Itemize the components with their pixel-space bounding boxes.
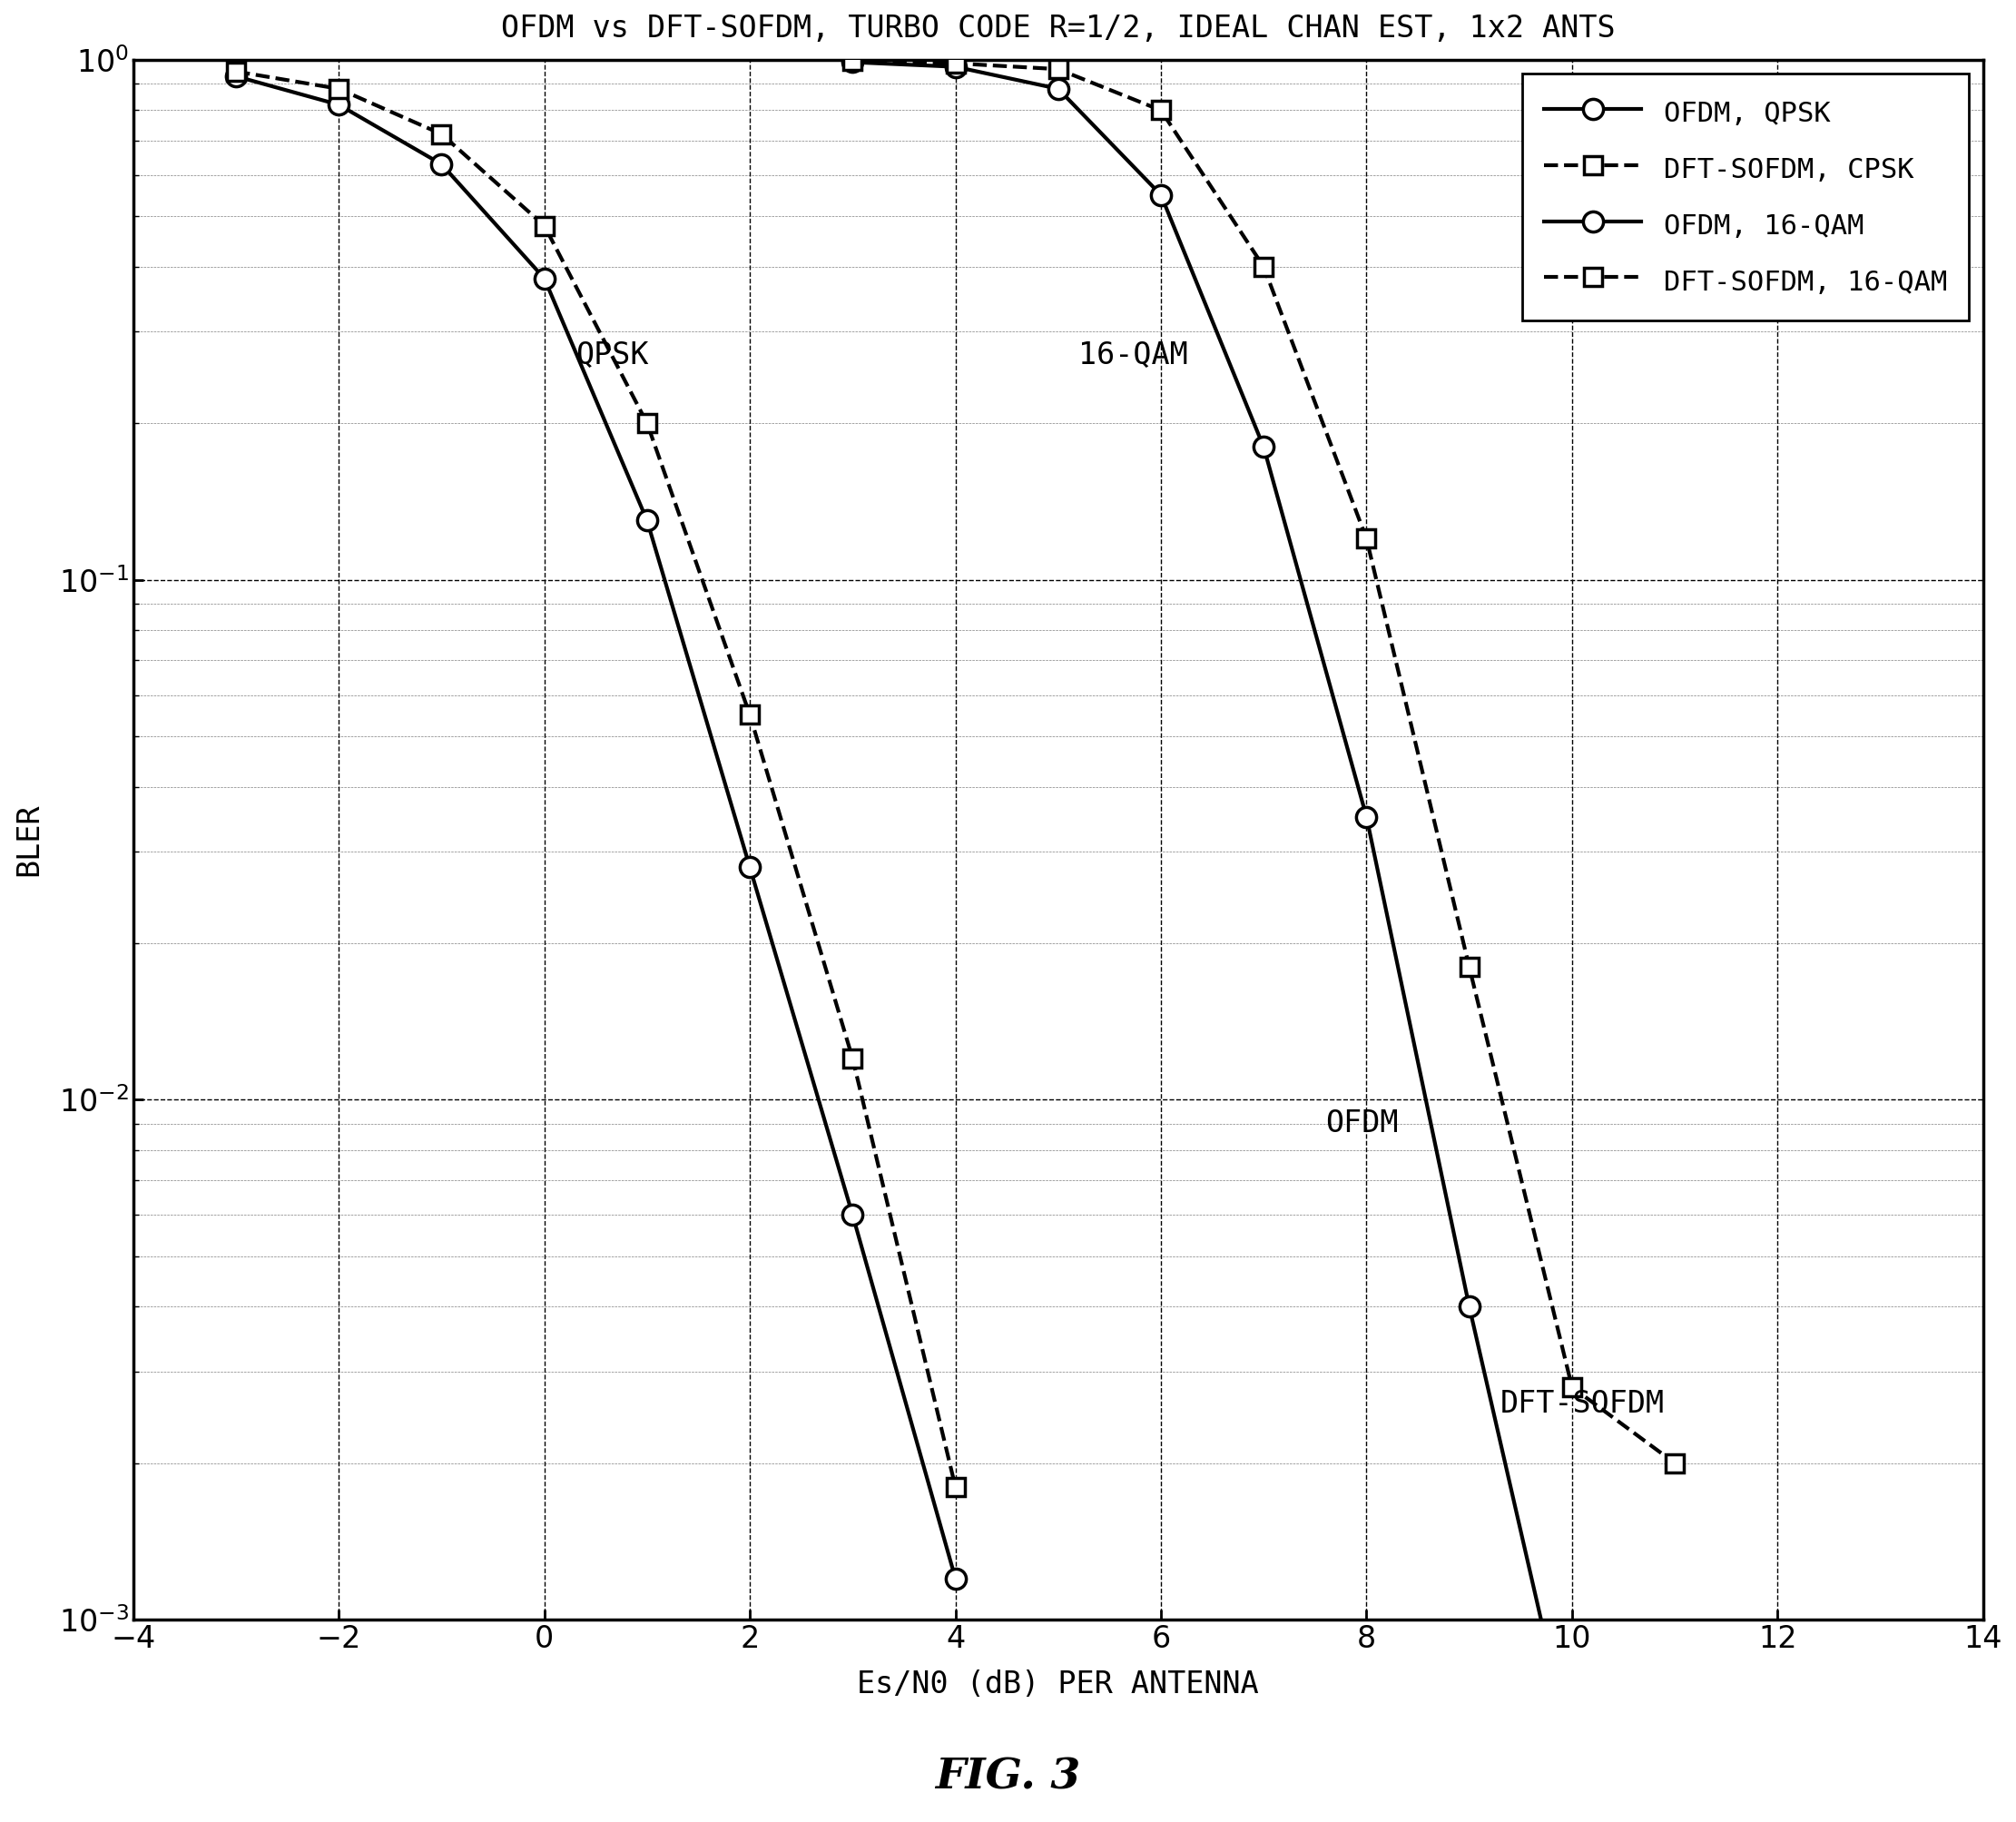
OFDM, QPSK [738,856,762,878]
OFDM, 16-QAM [1560,1744,1585,1766]
OFDM, QPSK [943,1567,968,1589]
OFDM, 16-QAM [943,56,968,78]
OFDM, QPSK [429,153,454,175]
DFT-SOFDM, CPSK [943,1476,968,1498]
Text: FIG. 3: FIG. 3 [935,1756,1081,1798]
DFT-SOFDM, CPSK [635,412,659,434]
DFT-SOFDM, CPSK [841,1048,865,1070]
Text: QPSK: QPSK [575,341,649,370]
Line: DFT-SOFDM, 16-QAM: DFT-SOFDM, 16-QAM [845,53,1683,1472]
DFT-SOFDM, 16-QAM [841,51,865,73]
DFT-SOFDM, CPSK [327,78,351,100]
OFDM, 16-QAM [1149,184,1173,206]
OFDM, 16-QAM [1355,805,1379,827]
OFDM, QPSK [532,268,556,290]
DFT-SOFDM, 16-QAM [943,53,968,75]
Title: OFDM vs DFT-SOFDM, TURBO CODE R=1/2, IDEAL CHAN EST, 1x2 ANTS: OFDM vs DFT-SOFDM, TURBO CODE R=1/2, IDE… [502,13,1615,44]
DFT-SOFDM, 16-QAM [1663,1452,1687,1474]
OFDM, QPSK [635,510,659,532]
Text: DFT-SOFDM: DFT-SOFDM [1500,1388,1665,1419]
Legend: OFDM, QPSK, DFT-SOFDM, CPSK, OFDM, 16-QAM, DFT-SOFDM, 16-QAM: OFDM, QPSK, DFT-SOFDM, CPSK, OFDM, 16-QA… [1522,73,1970,321]
DFT-SOFDM, CPSK [429,124,454,146]
Text: 16-QAM: 16-QAM [1079,341,1187,370]
Y-axis label: BLER: BLER [14,804,44,876]
DFT-SOFDM, 16-QAM [1355,528,1379,550]
OFDM, 16-QAM [1458,1295,1482,1317]
Text: OFDM: OFDM [1325,1108,1399,1139]
X-axis label: Es/N0 (dB) PER ANTENNA: Es/N0 (dB) PER ANTENNA [857,1669,1260,1700]
Line: OFDM, 16-QAM: OFDM, 16-QAM [843,53,1583,1766]
DFT-SOFDM, CPSK [224,60,248,82]
OFDM, QPSK [327,93,351,115]
DFT-SOFDM, 16-QAM [1149,100,1173,122]
OFDM, 16-QAM [1046,78,1070,100]
DFT-SOFDM, 16-QAM [1252,255,1276,277]
DFT-SOFDM, CPSK [738,703,762,725]
Line: OFDM, QPSK: OFDM, QPSK [226,66,966,1589]
OFDM, QPSK [841,1204,865,1226]
DFT-SOFDM, CPSK [532,215,556,237]
DFT-SOFDM, 16-QAM [1458,957,1482,978]
OFDM, 16-QAM [841,51,865,73]
OFDM, 16-QAM [1252,435,1276,457]
Line: DFT-SOFDM, CPSK: DFT-SOFDM, CPSK [228,62,964,1496]
DFT-SOFDM, 16-QAM [1560,1376,1585,1397]
DFT-SOFDM, 16-QAM [1046,58,1070,80]
OFDM, QPSK [224,66,248,87]
